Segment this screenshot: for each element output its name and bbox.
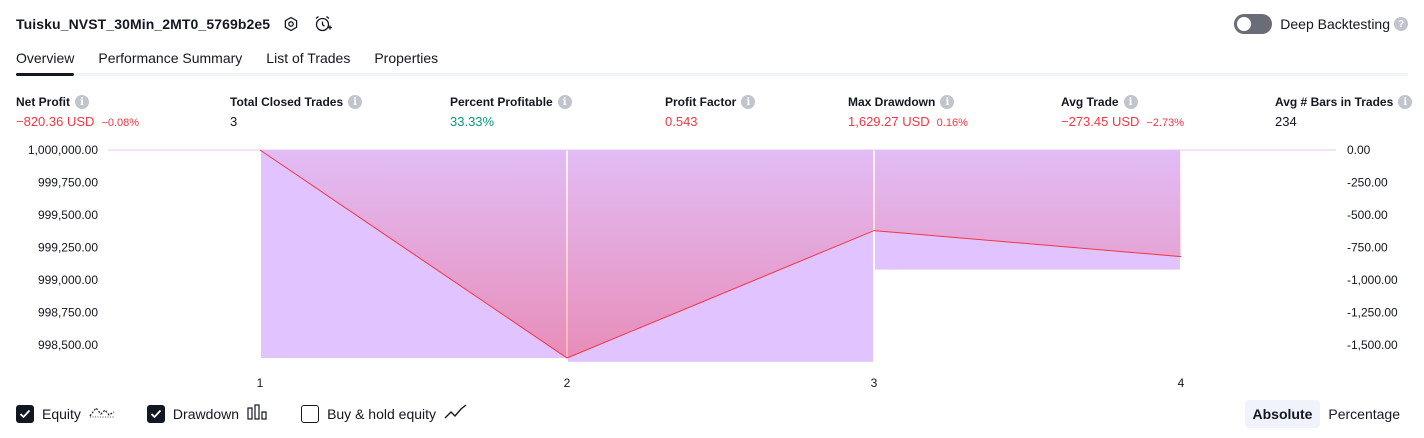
legend-label: Buy & hold equity	[327, 406, 437, 422]
left-tick-label: 999,250.00	[38, 241, 98, 255]
metric-profit-factor: Profit Factor i 0.543	[665, 94, 756, 130]
x-tick-label: 4	[1178, 376, 1185, 390]
equity-series-line	[259, 149, 1182, 359]
left-axis: 1,000,000.00 999,750.00 999,500.00 999,250.…	[28, 143, 98, 352]
gear-icon[interactable]	[280, 13, 302, 35]
mode-percentage-button[interactable]: Percentage	[1328, 406, 1400, 422]
deep-backtesting-label: Deep Backtesting	[1280, 16, 1390, 32]
value-mode-switch: Absolute Percentage	[1244, 400, 1409, 428]
chart-legend: Equity Drawdown Buy & hold equity	[16, 403, 500, 425]
equity-line-icon	[89, 404, 115, 425]
buy-hold-line-icon	[444, 403, 468, 425]
metric-label: Profit Factor	[665, 95, 737, 109]
add-alert-icon[interactable]	[312, 13, 334, 35]
buy-hold-checkbox[interactable]	[301, 405, 320, 423]
mode-absolute-button[interactable]: Absolute	[1244, 400, 1321, 428]
metric-value: 0.543	[665, 114, 698, 129]
equity-line	[259, 149, 1182, 359]
metric-total-closed-trades: Total Closed Trades i 3	[230, 94, 363, 130]
tab-properties[interactable]: Properties	[374, 50, 439, 66]
tab-overview[interactable]: Overview	[16, 44, 75, 76]
metric-label: Total Closed Trades	[230, 95, 344, 109]
metric-value: 1,629.27 USD	[848, 114, 930, 129]
toggle-knob	[1237, 17, 1252, 31]
metric-percent: 0.16%	[936, 117, 968, 129]
info-icon[interactable]: i	[940, 95, 955, 109]
drawdown-checkbox[interactable]	[146, 405, 165, 423]
info-icon[interactable]: i	[1123, 95, 1138, 109]
metric-label: Avg # Bars in Trades	[1275, 95, 1394, 109]
right-tick-label: -1,250.00	[1347, 306, 1398, 320]
right-tick-label: -750.00	[1347, 241, 1388, 255]
metric-net-profit: Net Profit i −820.36 USD −0.08%	[16, 94, 139, 130]
metric-label: Net Profit	[16, 95, 70, 109]
metric-value: 234	[1275, 114, 1297, 129]
x-axis: 1 2 3 4	[257, 376, 1185, 390]
info-icon[interactable]: i	[557, 95, 572, 109]
strategy-title: Tuisku_NVST_30Min_2MT0_5769b2e5	[16, 16, 271, 32]
left-tick-label: 999,000.00	[38, 273, 98, 287]
help-icon[interactable]: ?	[1394, 17, 1408, 31]
x-tick-label: 1	[257, 376, 264, 390]
left-tick-label: 1,000,000.00	[28, 143, 98, 157]
tab-list-of-trades[interactable]: List of Trades	[266, 50, 351, 66]
metric-value: −820.36 USD	[16, 114, 95, 129]
equity-checkbox[interactable]	[16, 405, 34, 423]
deep-backtesting: Deep Backtesting ?	[1234, 12, 1408, 36]
metric-label: Avg Trade	[1061, 95, 1119, 109]
legend-label: Equity	[42, 406, 81, 422]
info-icon[interactable]: i	[75, 95, 89, 109]
legend-buy-hold[interactable]: Buy & hold equity	[301, 403, 468, 425]
legend-label: Drawdown	[172, 406, 240, 422]
info-icon[interactable]: i	[1398, 95, 1413, 109]
metric-percent: −2.73%	[1146, 117, 1185, 129]
right-tick-label: -500.00	[1347, 208, 1388, 222]
left-tick-label: 999,500.00	[38, 208, 98, 222]
legend-equity[interactable]: Equity	[16, 404, 115, 425]
metric-value: −273.45 USD	[1061, 114, 1140, 129]
metric-max-drawdown: Max Drawdown i 1,629.27 USD 0.16%	[848, 94, 968, 130]
deep-backtesting-toggle[interactable]	[1234, 14, 1273, 34]
metric-avg-bars: Avg # Bars in Trades i 234	[1275, 94, 1413, 130]
left-tick-label: 999,750.00	[38, 176, 98, 190]
metric-avg-trade: Avg Trade i −273.45 USD −2.73%	[1061, 94, 1184, 130]
x-tick-label: 2	[564, 376, 571, 390]
right-tick-label: -1,500.00	[1347, 338, 1398, 352]
equity-chart[interactable]: 1,000,000.00 999,750.00 999,500.00 999,250.…	[0, 138, 1424, 396]
left-tick-label: 998,500.00	[38, 338, 98, 352]
legend-drawdown[interactable]: Drawdown	[146, 403, 269, 425]
tab-performance-summary[interactable]: Performance Summary	[98, 50, 243, 66]
right-axis: 0.00 -250.00 -500.00 -750.00 -1,000.00 -1,250…	[1347, 143, 1398, 352]
right-tick-label: -1,000.00	[1347, 273, 1398, 287]
x-tick-label: 3	[871, 376, 878, 390]
tab-bar: Overview Performance Summary List of Tra…	[16, 44, 462, 76]
info-icon[interactable]: i	[741, 95, 756, 109]
metric-value: 33.33%	[450, 114, 495, 129]
tabs-divider	[16, 73, 1408, 76]
strategy-header: Tuisku_NVST_30Min_2MT0_5769b2e5	[16, 12, 334, 36]
left-tick-label: 998,750.00	[38, 306, 98, 320]
metric-percent: −0.08%	[101, 117, 140, 129]
right-tick-label: -250.00	[1347, 176, 1388, 190]
metric-label: Max Drawdown	[848, 95, 936, 109]
metric-label: Percent Profitable	[450, 95, 553, 109]
info-icon[interactable]: i	[348, 95, 363, 109]
metric-value: 3	[230, 114, 238, 129]
metric-percent-profitable: Percent Profitable i 33.33%	[450, 94, 572, 130]
drawdown-bars-icon	[247, 403, 269, 425]
right-tick-label: 0.00	[1347, 143, 1371, 157]
